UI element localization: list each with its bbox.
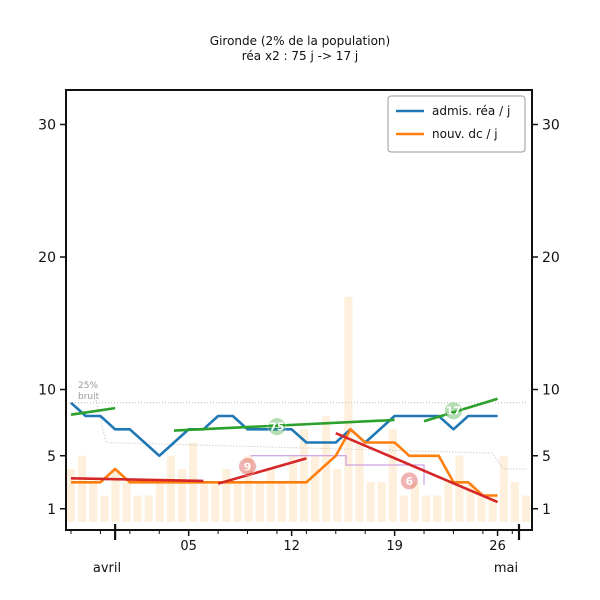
bar	[244, 455, 253, 522]
bar	[177, 469, 187, 522]
ytick-label-right: 20	[542, 250, 560, 266]
badge-label: 75	[269, 421, 284, 434]
badge-label: 17	[446, 405, 461, 418]
bar	[433, 495, 442, 522]
ytick-label-right: 1	[542, 502, 551, 518]
bar	[422, 495, 431, 522]
xtick-label: 19	[386, 539, 403, 554]
bar	[444, 482, 453, 522]
bar	[155, 482, 164, 522]
bar	[200, 482, 209, 522]
bar	[455, 455, 464, 522]
trend-line	[217, 457, 307, 485]
bar	[144, 495, 153, 522]
series-line	[71, 428, 498, 497]
bar	[288, 455, 297, 522]
bar	[222, 469, 231, 522]
bar	[266, 469, 275, 522]
ytick-label: 30	[38, 118, 56, 134]
threshold-label: 25%	[78, 381, 98, 391]
bar	[355, 442, 364, 522]
bar	[133, 495, 142, 522]
xtick-label: 05	[180, 539, 197, 554]
bar	[277, 482, 286, 522]
ytick-label: 20	[38, 250, 56, 266]
badge-circle	[238, 456, 258, 476]
noise-label: bruit	[78, 392, 100, 402]
bar	[111, 469, 120, 522]
month-label-may: mai	[494, 561, 518, 576]
chart-subtitle: réa x2 : 75 j -> 17 j	[241, 49, 359, 63]
bar	[78, 455, 87, 522]
ytick-label: 5	[47, 449, 56, 465]
trend-line	[70, 477, 204, 483]
bar	[366, 482, 375, 522]
series-line	[70, 401, 498, 458]
month-label-april: avril	[93, 561, 121, 576]
bar	[399, 495, 408, 522]
legend-label: admis. réa / j	[432, 104, 510, 118]
badge-circle	[443, 401, 463, 421]
bar	[499, 455, 508, 522]
legend-label: nouv. dc / j	[432, 127, 498, 141]
bar	[333, 469, 342, 522]
trend-line	[423, 397, 498, 423]
ytick-label: 1	[47, 502, 56, 518]
bar	[521, 495, 530, 522]
badge-circle	[267, 417, 287, 437]
trend-line	[70, 406, 116, 416]
badge-label: 9	[244, 460, 252, 473]
ytick-label-right: 30	[542, 118, 560, 134]
bar	[377, 482, 386, 522]
bar	[67, 469, 76, 522]
trend-line	[173, 418, 395, 432]
bar	[233, 482, 242, 522]
bar	[211, 482, 220, 522]
badge-circle	[399, 471, 419, 491]
bar	[510, 482, 519, 522]
bar	[344, 296, 353, 522]
bar	[488, 495, 497, 522]
badge-label: 6	[405, 475, 413, 488]
bar	[322, 416, 331, 522]
chart-title: Gironde (2% de la population)	[209, 34, 391, 48]
bar	[255, 482, 264, 522]
noise-line	[95, 399, 526, 470]
trend-line	[335, 432, 499, 504]
ytick-label-right: 10	[542, 383, 560, 399]
bar	[166, 455, 175, 522]
xtick-label: 12	[283, 539, 300, 554]
plot-frame	[65, 89, 533, 531]
bar	[410, 482, 420, 522]
ytick-label-right: 5	[542, 449, 551, 465]
bar	[300, 429, 309, 522]
bar	[100, 495, 109, 522]
bar	[477, 495, 486, 522]
bar	[89, 482, 98, 522]
xtick-label: 26	[489, 539, 506, 554]
bar	[388, 429, 397, 522]
bar	[466, 482, 475, 522]
bar	[311, 455, 320, 522]
bar	[122, 482, 131, 522]
ytick-label: 10	[38, 383, 56, 399]
